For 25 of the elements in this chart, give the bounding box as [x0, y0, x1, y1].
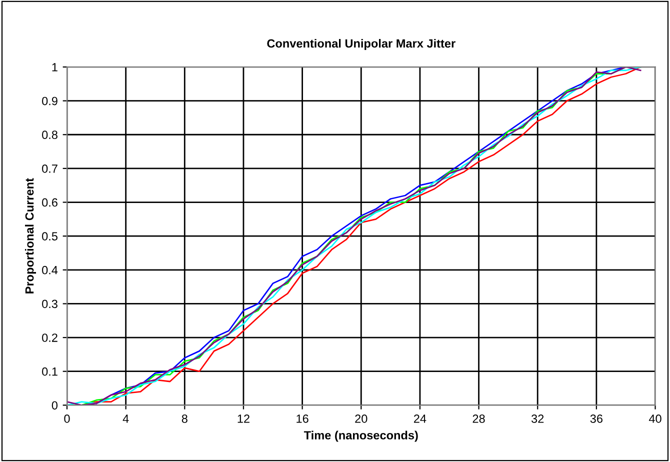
x-tick-label: 32 [531, 414, 544, 423]
x-tick-label: 28 [472, 414, 485, 423]
y-tick-label: 0.4 [42, 266, 58, 274]
x-tick-label: 12 [238, 414, 250, 423]
x-axis-title: Time (nanoseconds) [304, 430, 418, 442]
y-tick-label: 0.9 [42, 96, 58, 106]
y-tick-label: 0.5 [42, 232, 58, 240]
y-tick-label: 0.7 [42, 164, 58, 173]
y-tick-label: 0.3 [42, 300, 58, 308]
x-tick-label: 20 [355, 414, 368, 423]
y-axis-title: Proportional Current [25, 178, 36, 294]
x-tick-label: 40 [648, 414, 662, 423]
y-tick-label: 0.6 [42, 198, 58, 207]
x-tick-label: 4 [122, 414, 129, 423]
x-tick-label: 36 [590, 414, 602, 423]
x-tick-label: 0 [64, 414, 70, 423]
y-tick-label: 0 [52, 401, 58, 410]
x-tick-label: 24 [414, 414, 426, 423]
y-tick-label: 0.1 [42, 367, 58, 376]
chart-title: Conventional Unipolar Marx Jitter [267, 38, 456, 50]
x-tick-label: 8 [182, 414, 188, 423]
y-tick-label: 0.2 [42, 334, 58, 342]
x-tick-label: 16 [296, 414, 308, 423]
y-tick-label: 0.8 [42, 130, 58, 140]
y-tick-label: 1 [52, 63, 58, 72]
